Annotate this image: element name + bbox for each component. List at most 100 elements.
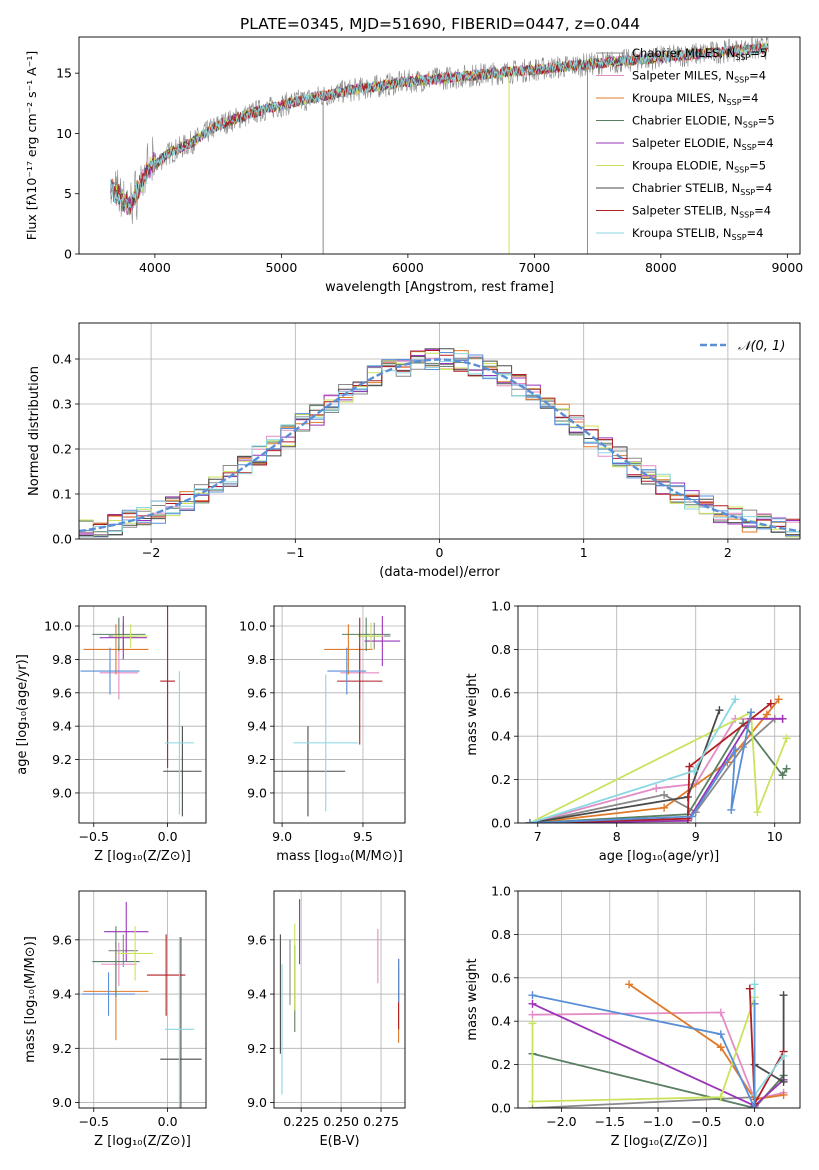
series-marker: [779, 1077, 788, 1086]
legend-entry-label: Chabrier STELIB, N: [632, 181, 740, 195]
x-axis-label: Z [log₁₀(Z/Z⊙)]: [94, 849, 191, 864]
x-tick-label: 2: [724, 545, 732, 560]
series-line: [532, 1052, 785, 1108]
x-tick-label: 0.0: [158, 829, 178, 844]
x-axis-label: age [log₁₀(age/yr)]: [599, 849, 720, 864]
x-tick-label: 0.0: [745, 1114, 765, 1129]
x-axis-label: mass [log₁₀(M/M⊙)]: [276, 849, 403, 864]
y-tick-label: 0.4: [491, 729, 511, 744]
series-marker: [685, 762, 694, 771]
age-vs-mass-panel: 9.0 9.5 9.0 9.2 9.4 9.6 9.8 10.0 mass [log₁₀(M/M…: [239, 605, 406, 864]
x-axis-label: Z [log₁₀(Z/Z⊙)]: [94, 1134, 191, 1149]
series-line: [754, 995, 785, 1084]
legend-entry-label: Kroupa STELIB, N: [632, 226, 732, 240]
legend-entry-sub: SSP: [742, 143, 757, 152]
series-marker: [762, 710, 771, 719]
x-tick-label: −1: [286, 545, 304, 560]
legend-entry-sub: SSP: [740, 188, 755, 197]
series-line: [529, 717, 783, 823]
y-tick-label: 9.2: [247, 752, 267, 767]
x-tick-label: −0.5: [79, 1114, 109, 1129]
series-marker: [690, 766, 699, 775]
y-tick-label: 9.4: [247, 719, 267, 734]
series-marker: [779, 1051, 788, 1060]
series-marker: [779, 991, 788, 1000]
errorbar-group: [279, 899, 400, 1095]
x-tick-label: 0.250: [323, 1114, 359, 1129]
legend-entry-label: Kroupa ELODIE, N: [632, 159, 734, 173]
age-vs-metallicity-panel: −0.5 0.0 9.0 9.2 9.4 9.6 9.8 10.0 Z [log₁₀(Z/Z⊙)…: [15, 605, 207, 864]
x-tick-label: 7: [534, 829, 542, 844]
y-tick-label: 9.6: [52, 932, 72, 947]
series-line: [532, 994, 756, 1108]
x-tick-label: 7000: [518, 260, 550, 275]
series-marker: [782, 764, 791, 773]
mass-vs-ebv-panel: 0.225 0.250 0.275 9.0 9.2 9.4 9.6 E(B-V): [247, 890, 406, 1149]
y-tick-label: 0.2: [491, 1057, 511, 1072]
y-tick-label: 0.2: [52, 442, 72, 457]
series-marker: [528, 999, 537, 1008]
y-axis-label: mass [log₁₀(M/M⊙)]: [23, 936, 38, 1063]
legend-entry-label: Salpeter ELODIE, N: [632, 136, 742, 150]
x-tick-label: 0.275: [363, 1114, 399, 1129]
axes-frame: [517, 605, 801, 824]
y-tick-label: 0.8: [491, 642, 511, 657]
legend-entry-label: Salpeter STELIB, N: [632, 204, 739, 218]
legend-entry: Salpeter MILES, NSSP=4: [632, 69, 766, 85]
series-marker: [625, 980, 634, 989]
x-tick-label: −0.5: [79, 829, 109, 844]
y-tick-label: 10: [56, 126, 72, 141]
axes-frame: [78, 36, 801, 255]
y-tick-label: 5: [64, 186, 72, 201]
massweight-vs-age-panel: 7 8 9 10 0.0 0.2 0.4 0.6 0.8 1.0 age [log₁₀(age/yr…: [465, 599, 801, 864]
x-tick-label: 0.225: [283, 1114, 319, 1129]
x-tick-label: 10: [767, 829, 783, 844]
legend-entry: Salpeter STELIB, NSSP=4: [632, 204, 771, 220]
legend-entry: Chabrier STELIB, NSSP=4: [632, 181, 772, 197]
legend-entry: Chabrier MILES, NSSP=5: [632, 46, 767, 62]
y-tick-label: 0: [64, 247, 72, 262]
legend-entry-tail: =4: [757, 136, 774, 150]
y-tick-label: 9.2: [52, 752, 72, 767]
series-marker: [750, 1104, 759, 1108]
series-marker: [753, 808, 762, 817]
axes-frame: [78, 890, 207, 1109]
x-tick-label: 6000: [392, 260, 424, 275]
legend-entry-tail: =4: [754, 204, 771, 218]
legend-entry-tail: =5: [750, 46, 767, 60]
errorbar-group: [274, 616, 401, 817]
y-tick-label: 9.4: [52, 987, 72, 1002]
y-axis-label: Flux [fλ10⁻¹⁷ erg cm⁻² s⁻¹ A⁻¹]: [24, 51, 39, 240]
series-line: [529, 710, 788, 823]
y-tick-label: 9.6: [247, 932, 267, 947]
y-tick-label: 0.0: [491, 816, 511, 831]
y-tick-label: 9.0: [247, 785, 267, 800]
y-tick-label: 9.6: [52, 685, 72, 700]
y-tick-label: 9.8: [247, 652, 267, 667]
legend-entry-sub: SSP: [739, 211, 754, 220]
y-tick-label: 9.0: [52, 785, 72, 800]
legend-entry: Salpeter ELODIE, NSSP=4: [632, 136, 774, 152]
series-marker: [745, 984, 754, 993]
gaussian-curve: [79, 358, 800, 533]
y-tick-label: 9.2: [52, 1041, 72, 1056]
series-marker: [528, 1010, 537, 1019]
figure-title: PLATE=0345, MJD=51690, FIBERID=0447, z=0…: [240, 15, 640, 33]
axes-frame: [273, 605, 406, 824]
y-tick-label: 0.6: [491, 970, 511, 985]
y-tick-label: 0.8: [491, 927, 511, 942]
x-tick-label: −2.0: [546, 1114, 576, 1129]
line-group: [525, 695, 791, 823]
legend-entry-sub: SSP: [734, 166, 749, 175]
series-marker: [778, 714, 787, 723]
axes-frame: [273, 890, 406, 1109]
x-tick-label: 0.0: [158, 1114, 178, 1129]
legend-entry-tail: =5: [758, 114, 775, 128]
legend-entry-sub: SSP: [727, 98, 742, 107]
x-axis-label: wavelength [Angstrom, rest frame]: [325, 280, 554, 295]
y-tick-label: 9.8: [52, 652, 72, 667]
x-tick-label: 9.0: [272, 829, 292, 844]
series-marker: [528, 1097, 537, 1106]
legend-entry-sub: SSP: [732, 233, 747, 242]
series-line: [532, 1011, 784, 1101]
